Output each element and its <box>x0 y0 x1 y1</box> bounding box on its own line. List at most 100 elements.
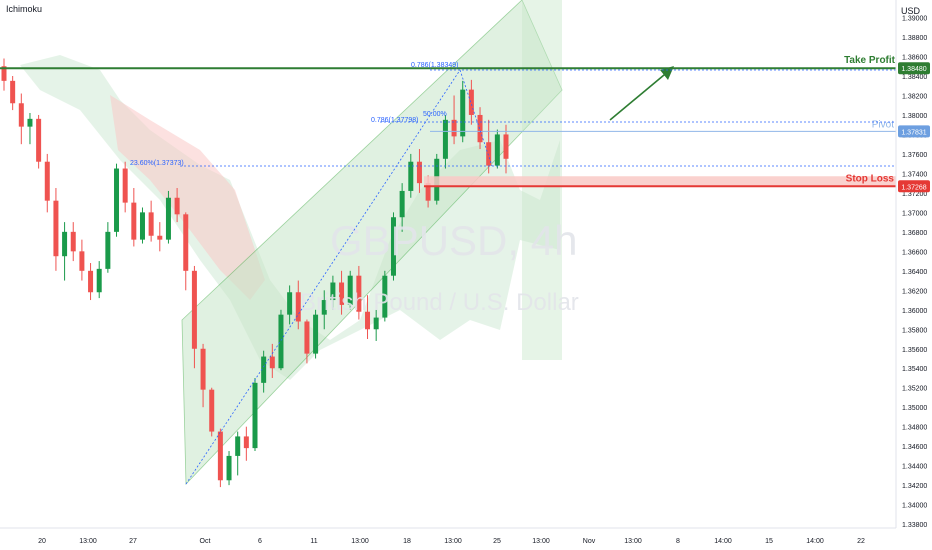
candle-body <box>88 270 94 293</box>
y-tick-label: 1.38600 <box>902 55 927 62</box>
candle-body <box>486 142 492 166</box>
y-tick-label: 1.36200 <box>902 288 927 295</box>
x-tick-label: 13:00 <box>532 538 550 545</box>
candle-body <box>18 103 24 127</box>
y-tick-label: 1.37200 <box>902 191 927 198</box>
pivot-label: Pivot <box>872 119 894 130</box>
ichimoku-cloud <box>20 55 560 380</box>
candle-body <box>235 436 241 456</box>
candle-body <box>174 197 180 215</box>
candle-body <box>62 231 68 257</box>
x-tick-label: 13:00 <box>79 538 97 545</box>
x-tick-label: 14:00 <box>714 538 732 545</box>
x-tick-label: 6 <box>258 538 262 545</box>
candle-body <box>217 431 223 481</box>
candle-body <box>79 251 85 271</box>
candle-body <box>200 348 206 390</box>
candle-body <box>261 356 267 383</box>
candle-body <box>477 114 483 143</box>
y-tick-label: 1.38400 <box>902 74 927 81</box>
y-tick-label: 1.38200 <box>902 93 927 100</box>
y-tick-label: 1.36400 <box>902 269 927 276</box>
fib-50-label: 50.00% <box>423 111 447 118</box>
y-tick-label: 1.34600 <box>902 444 927 451</box>
candle-body <box>295 292 301 322</box>
candle-body <box>304 321 310 354</box>
candle-body <box>70 231 76 252</box>
x-tick-label: 27 <box>129 538 137 545</box>
candle-body <box>330 282 336 301</box>
candle-body <box>44 161 50 201</box>
y-tick-label: 1.37600 <box>902 152 927 159</box>
take-profit-label: Take Profit <box>844 55 896 66</box>
candle-body <box>356 275 362 312</box>
y-tick-label: 1.35800 <box>902 327 927 334</box>
x-tick-label: 25 <box>493 538 501 545</box>
y-tick-label: 1.37400 <box>902 171 927 178</box>
x-tick-label: Nov <box>583 538 596 545</box>
y-tick-label: 1.38000 <box>902 113 927 120</box>
watermark-symbol: GBPUSD, 4h <box>330 217 577 264</box>
y-tick-label: 1.34400 <box>902 464 927 471</box>
x-tick-label: 18 <box>403 538 411 545</box>
stop-loss-label: Stop Loss <box>846 173 895 184</box>
x-tick-label: 22 <box>857 538 865 545</box>
candle-body <box>278 314 284 369</box>
x-axis: 20 13:00 27 Oct 6 11 13:00 18 13:00 25 13:00 Nov 13:… <box>0 527 932 550</box>
candle-body <box>226 455 232 481</box>
candle-body <box>209 389 215 432</box>
y-tick-label: 1.34200 <box>902 483 927 490</box>
trend-channel <box>181 0 563 485</box>
x-tick-label: 20 <box>38 538 46 545</box>
candle-body <box>313 314 319 354</box>
y-tick-label: 1.35600 <box>902 347 927 354</box>
candle-body <box>468 89 474 115</box>
candle-body <box>53 200 59 257</box>
fib-786-top-label: 0.786(1.38349) <box>411 62 458 69</box>
candle-body <box>165 197 171 240</box>
fib-236-label: 23.60%(1.37373) <box>130 160 184 167</box>
candle-body <box>10 80 16 104</box>
candle-body <box>139 212 145 240</box>
candle-body <box>27 118 33 127</box>
y-tick-label: 1.33800 <box>902 522 927 529</box>
price-tag-label: 1.37831 <box>901 129 926 136</box>
y-tick-label: 1.34000 <box>902 503 927 510</box>
candle-body <box>157 235 163 240</box>
price-tags: 1.38480 1.37831 1.37268 <box>898 62 930 193</box>
candle-body <box>191 270 197 349</box>
stop-loss-zone <box>424 176 896 187</box>
fib-786-mid-label: 0.786(1.37798) <box>371 117 418 124</box>
y-tick-label: 1.38800 <box>902 35 927 42</box>
watermark: GBPUSD, 4h British Pound / U.S. Dollar <box>300 217 579 316</box>
candle-body <box>183 214 189 271</box>
price-tag-label: 1.37268 <box>901 184 926 191</box>
y-tick-label: 1.35200 <box>902 386 927 393</box>
y-tick-label: 1.35000 <box>902 405 927 412</box>
candle-body <box>287 292 293 315</box>
candle-body <box>408 161 414 191</box>
x-tick-label: 13:00 <box>351 538 369 545</box>
candle-body <box>243 436 249 449</box>
candle-body <box>321 300 327 315</box>
candle-body <box>36 118 42 162</box>
candle-body <box>148 212 154 236</box>
x-tick-label: 13:00 <box>624 538 642 545</box>
candle-body <box>252 382 258 449</box>
candle-body <box>114 168 120 232</box>
candle-body <box>416 161 422 184</box>
candle-body <box>399 190 405 218</box>
x-tick-label: 8 <box>676 538 680 545</box>
fib-lines <box>180 69 896 485</box>
x-tick-label: Oct <box>200 538 211 545</box>
x-tick-label: 15 <box>765 538 773 545</box>
y-tick-label: 1.34800 <box>902 425 927 432</box>
candle-body <box>96 268 102 293</box>
price-tag-label: 1.38480 <box>901 66 926 73</box>
watermark-name: British Pound / U.S. Dollar <box>300 289 579 316</box>
candle-body <box>339 282 345 305</box>
currency-label: USD <box>900 6 920 16</box>
x-tick-label: 13:00 <box>444 538 462 545</box>
candle-body <box>347 275 353 305</box>
